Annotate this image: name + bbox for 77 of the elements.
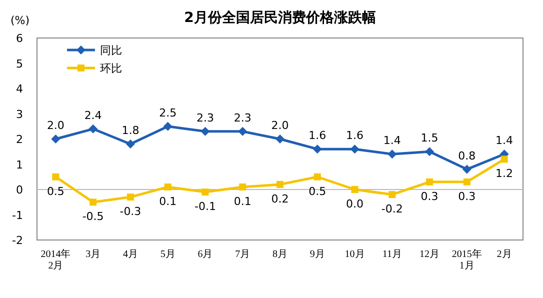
data-label: 2.0: [271, 119, 289, 132]
data-label: 0.5: [308, 184, 326, 198]
point: [312, 144, 322, 154]
point: [276, 134, 284, 144]
point: [351, 186, 358, 193]
data-label: 0.1: [234, 194, 252, 208]
y-tick-label: 3: [16, 108, 23, 121]
point: [90, 198, 97, 206]
point: [200, 126, 210, 136]
point: [314, 173, 321, 180]
point: [350, 144, 360, 154]
point: [51, 134, 60, 144]
data-label: 0.8: [458, 149, 476, 162]
data-label: -0.3: [120, 205, 142, 218]
y-tick-label: 0: [16, 184, 23, 196]
x-tick-label: 9月: [310, 249, 325, 260]
y-tick-label: 2: [16, 133, 23, 146]
point: [239, 183, 246, 190]
point: [126, 140, 135, 149]
point: [462, 164, 472, 174]
chart-title: 2月份全国居民消费价格涨跌幅: [184, 10, 376, 26]
data-label: 1.8: [122, 124, 140, 138]
data-label: 2.3: [196, 111, 214, 124]
x-tick-label: 2014年 2月: [40, 248, 71, 272]
data-label: 0.3: [420, 190, 438, 203]
point: [164, 183, 172, 190]
x-tick-label: 2月: [496, 249, 512, 260]
point: [52, 173, 60, 180]
point: [163, 122, 172, 131]
point: [238, 126, 248, 136]
y-tick-label: 5: [16, 57, 23, 70]
point: [88, 124, 98, 134]
point: [276, 180, 284, 188]
data-label: 2.0: [46, 119, 64, 132]
x-tick-label: 12月: [420, 249, 440, 260]
data-label: 1.5: [420, 132, 438, 145]
x-tick-label: 6月: [198, 249, 213, 260]
x-tick-label: 3月: [86, 249, 101, 260]
point: [202, 188, 209, 196]
data-label: 0.0: [346, 198, 364, 210]
y-axis-title: (%): [10, 14, 30, 27]
data-label: -0.2: [381, 202, 403, 216]
point: [388, 191, 396, 198]
x-tick-label: 5月: [160, 249, 176, 260]
data-label: 1.6: [308, 129, 326, 142]
point: [425, 147, 434, 156]
point: [426, 178, 434, 186]
data-label: 0.2: [271, 192, 289, 206]
x-tick-label: 8月: [272, 249, 288, 260]
data-label: 2.5: [159, 106, 177, 120]
y-tick-label: 6: [16, 32, 23, 45]
y-tick-label: -1: [12, 208, 23, 222]
point: [126, 194, 134, 201]
point: [388, 150, 397, 159]
point: [463, 178, 470, 186]
data-label: 1.4: [383, 134, 401, 148]
data-label: 2.3: [234, 111, 252, 124]
data-label: 0.3: [458, 190, 476, 203]
legend-label: 环比: [100, 62, 122, 75]
x-tick-label: 7月: [235, 249, 250, 260]
x-tick-label: 4月: [122, 249, 138, 260]
data-label: 1.6: [346, 129, 364, 142]
data-label: 2.4: [84, 108, 102, 122]
data-label: 1.2: [496, 167, 514, 180]
data-label: -0.1: [194, 200, 216, 214]
x-tick-label: 10月: [344, 249, 365, 260]
y-tick-label: 4: [16, 82, 23, 96]
point: [500, 156, 508, 163]
data-label: 1.4: [496, 134, 514, 148]
data-label: -0.5: [82, 210, 104, 224]
x-tick-label: 11月: [382, 249, 402, 260]
data-label: 0.1: [159, 194, 177, 208]
y-tick-label: -2: [12, 234, 23, 247]
y-tick-label: 1: [16, 158, 23, 172]
legend-label: 同比: [100, 44, 122, 57]
x-tick-label: 2015年 1月: [452, 248, 482, 272]
data-label: 0.5: [46, 184, 64, 198]
